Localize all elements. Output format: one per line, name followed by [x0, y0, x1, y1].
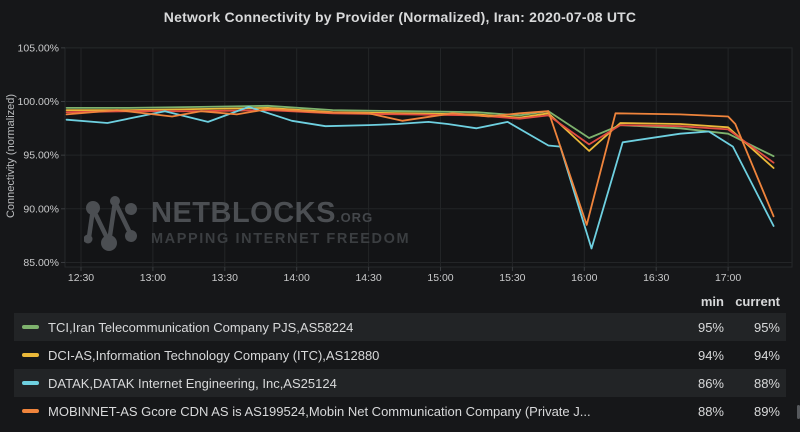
y-axis-tick-label: 95.00% [23, 150, 59, 162]
series-line [65, 108, 775, 226]
y-axis-tick-label: 90.00% [23, 203, 59, 215]
legend-row[interactable]: TCI,Iran Telecommunication Company PJS,A… [14, 313, 786, 341]
x-axis-tick-label: 13:30 [212, 272, 238, 284]
x-axis-tick-label: 12:30 [68, 272, 94, 284]
panel-title: Network Connectivity by Provider (Normal… [163, 9, 637, 25]
series-label: DATAK,DATAK Internet Engineering, Inc,AS… [48, 375, 337, 391]
series-color-swatch [22, 381, 39, 385]
x-axis-tick-label: 14:30 [355, 272, 381, 284]
series-min-value: 95% [697, 319, 724, 335]
x-axis-tick-label: 13:00 [140, 272, 166, 284]
series-min-value: 86% [697, 375, 724, 391]
series-line [65, 109, 775, 164]
y-axis-tick-label: 85.00% [23, 257, 59, 269]
series-current-value: 89% [753, 403, 780, 419]
series-color-swatch [22, 325, 39, 329]
series-label: TCI,Iran Telecommunication Company PJS,A… [48, 319, 354, 335]
series-color-swatch [22, 353, 39, 357]
legend-row[interactable]: DCI-AS,Information Technology Company (I… [14, 341, 786, 369]
panel-header: Network Connectivity by Provider (Normal… [0, 0, 800, 34]
legend-row[interactable]: DATAK,DATAK Internet Engineering, Inc,AS… [14, 369, 786, 397]
series-label: MOBINNET-AS Gcore CDN AS is AS199524,Mob… [48, 403, 591, 419]
x-axis-tick-label: 15:00 [427, 272, 453, 284]
series-label: DCI-AS,Information Technology Company (I… [48, 347, 380, 363]
series-min-value: 88% [697, 403, 724, 419]
legend-scrollbar-thumb[interactable] [797, 405, 800, 419]
x-axis-tick-label: 15:30 [499, 272, 525, 284]
series-current-value: 88% [753, 375, 780, 391]
y-axis-tick-label: 105.00% [18, 42, 59, 54]
legend-table: min current TCI,Iran Telecommunication C… [0, 287, 800, 432]
legend-row[interactable]: MOBINNET-AS Gcore CDN AS is AS199524,Mob… [14, 397, 786, 425]
legend-column-current[interactable]: current [735, 293, 780, 309]
series-current-value: 94% [753, 347, 780, 363]
plot-background[interactable] [64, 47, 793, 268]
series-line [65, 106, 775, 250]
x-axis-tick-label: 16:00 [571, 272, 597, 284]
y-axis-tick-label: 100.00% [18, 96, 59, 108]
series-line [65, 104, 775, 158]
x-axis-tick-label: 14:00 [284, 272, 310, 284]
series-color-swatch [22, 409, 39, 413]
chart-area[interactable]: 105.00% 100.00% 95.00% 90.00% 85.00% 12:30 13:… [0, 34, 800, 287]
series-min-value: 94% [697, 347, 724, 363]
x-axis-tick-label: 16:30 [643, 272, 669, 284]
legend-header-row: min current [14, 289, 786, 313]
y-axis-title: Connectivity (normalized) [5, 94, 17, 218]
series-current-value: 95% [753, 319, 780, 335]
chart-svg[interactable]: 105.00% 100.00% 95.00% 90.00% 85.00% 12:30 13:… [0, 34, 800, 287]
legend-column-min[interactable]: min [700, 293, 724, 309]
x-axis-tick-label: 17:00 [715, 272, 741, 284]
